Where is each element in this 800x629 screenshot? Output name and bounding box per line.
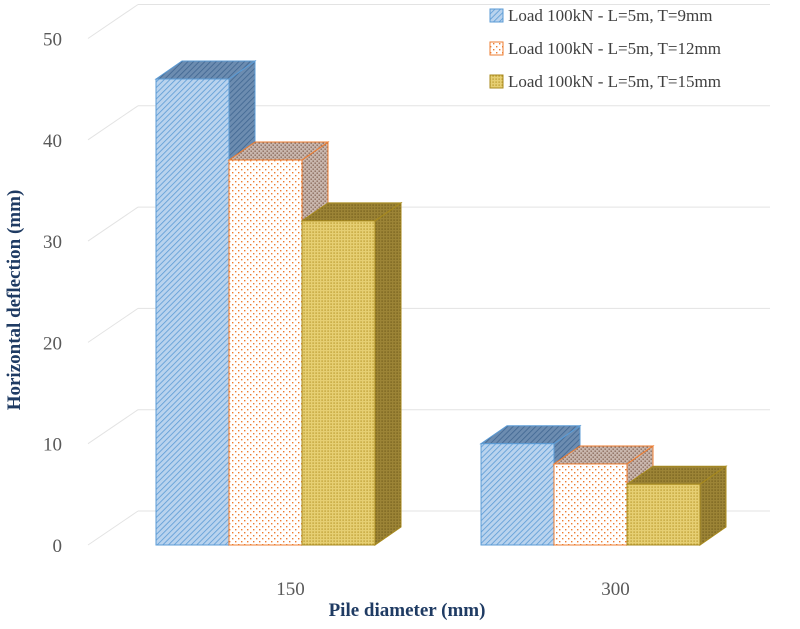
gridline-diagonal — [87, 206, 139, 242]
y-tick-label: 40 — [43, 131, 62, 152]
y-axis-title: Horizontal deflection (mm) — [4, 190, 25, 411]
legend: Load 100kN - L=5m, T=9mm Load 100kN - L=5… — [489, 6, 721, 91]
y-tick-label: 30 — [43, 232, 62, 253]
y-tick-label: 20 — [43, 333, 62, 354]
y-tick-label: 10 — [43, 435, 62, 456]
bar-front-face — [228, 159, 303, 546]
legend-label: Load 100kN - L=5m, T=15mm — [508, 72, 721, 91]
x-axis-ticks: 150 300 — [276, 579, 630, 600]
gridline-diagonal — [87, 409, 139, 445]
gridline-diagonal — [87, 307, 139, 343]
bar-front-face — [553, 463, 628, 546]
bar — [625, 465, 728, 546]
legend-item: Load 100kN - L=5m, T=9mm — [489, 6, 712, 25]
gridline-diagonal — [87, 510, 139, 546]
legend-label: Load 100kN - L=5m, T=9mm — [508, 6, 712, 25]
x-tick-label: 150 — [276, 579, 305, 600]
gridline-diagonal — [87, 105, 139, 141]
bar-side-face — [374, 201, 402, 546]
legend-swatch — [489, 41, 504, 56]
legend-label: Load 100kN - L=5m, T=12mm — [508, 39, 721, 58]
gridline-diagonal — [87, 4, 139, 39]
legend-swatch — [489, 74, 504, 89]
x-tick-label: 300 — [601, 579, 630, 600]
bar — [300, 201, 403, 546]
bar-front-face — [301, 220, 376, 546]
y-tick-label: 0 — [53, 536, 63, 557]
y-tick-label: 50 — [43, 29, 62, 50]
bar-front-face — [155, 78, 230, 546]
bars — [154, 60, 728, 546]
legend-item: Load 100kN - L=5m, T=15mm — [489, 72, 721, 91]
bar-front-face — [626, 483, 701, 546]
bar-front-face — [480, 443, 555, 546]
legend-item: Load 100kN - L=5m, T=12mm — [489, 39, 721, 58]
legend-swatch — [489, 8, 504, 23]
x-axis-title: Pile diameter (mm) — [329, 600, 486, 621]
y-axis-ticks: 0 10 20 30 40 50 — [43, 29, 62, 557]
